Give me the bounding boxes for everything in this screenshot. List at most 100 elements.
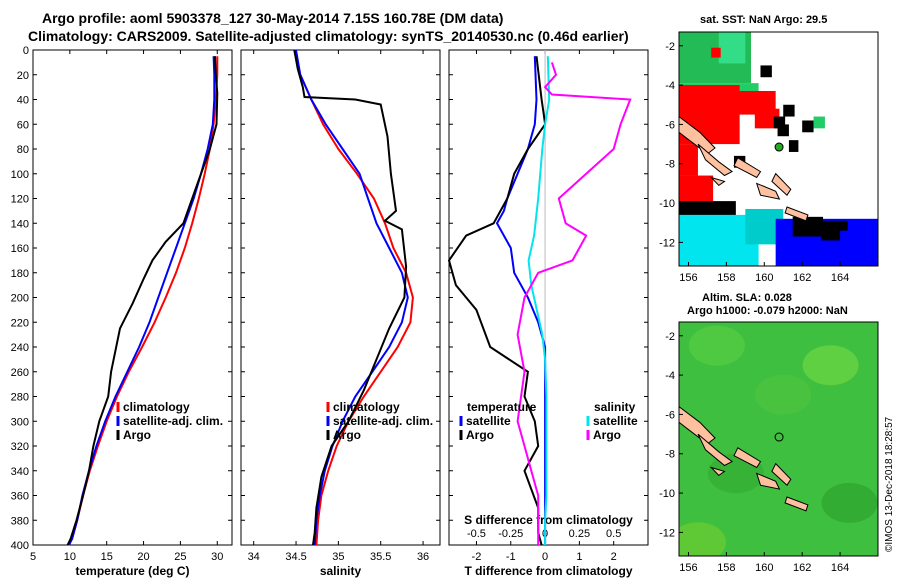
sst-cell	[777, 124, 789, 137]
y-tick-label: 100	[11, 169, 29, 181]
y-tick-label: 180	[11, 268, 29, 280]
sst-cell	[802, 120, 814, 133]
y-tick-label: 220	[11, 317, 29, 329]
temperature-series-2	[66, 56, 219, 546]
sla-island	[697, 433, 734, 467]
temperature-chart: 0 20 40 60 80 100 120 140 160 180 200 220 240 260 280 3…	[11, 45, 233, 578]
salinity-legend-title: salinity	[594, 400, 636, 414]
y-tick-label: 60	[17, 119, 29, 131]
y-tick-label: 40	[17, 95, 29, 107]
sla-y-tick-label: -6	[665, 409, 675, 421]
sst-argo-marker	[774, 142, 784, 152]
difference-series-3	[516, 62, 632, 545]
x-tick-label: 34.5	[285, 551, 306, 563]
sst-x-tick-label: 160	[755, 272, 773, 284]
sst-x-tick-label: 162	[793, 272, 811, 284]
sst-cell	[813, 116, 825, 129]
sla-map-title-1: Altim. SLA: 0.028	[702, 292, 792, 304]
y-tick-label: 400	[11, 540, 29, 552]
top-x-tick-label: 0.5	[606, 528, 621, 540]
diff-legend-s-satellite-label: satellite	[593, 414, 638, 428]
plot-frame	[32, 49, 233, 546]
salinity-series-0	[293, 49, 414, 546]
x-tick-label: -1	[506, 551, 516, 563]
x-axis-label: salinity	[320, 564, 362, 578]
sla-blob	[755, 374, 812, 415]
title-line-2: Climatology: CARS2009. Satellite-adjuste…	[28, 28, 629, 44]
sst-y-tick-label: -10	[659, 198, 675, 210]
difference-chart: -2 -1 0 1 2T difference from climatology -0.5…	[447, 49, 649, 578]
sla-x-tick-label: 160	[755, 562, 773, 574]
y-tick-label: 140	[11, 218, 29, 230]
sla-argo-marker	[774, 432, 784, 442]
sst-cell	[783, 104, 795, 117]
temperature-legend-1-label: satellite-adj. clim.	[123, 414, 223, 428]
sst-cell	[711, 47, 721, 58]
sla-frame	[678, 321, 879, 557]
y-tick-label: 160	[11, 243, 29, 255]
plot-frame	[448, 49, 649, 546]
top-x-tick-label: -0.25	[498, 528, 523, 540]
difference-series-2	[527, 56, 551, 545]
sst-x-tick-label: 158	[717, 272, 735, 284]
sst-x-tick-label: 164	[831, 272, 849, 284]
sst-cell	[760, 65, 772, 78]
sla-y-tick-label: -10	[659, 488, 675, 500]
sla-map: 156 158 160 162 164 -2 -4 -6 -8 -10 -12	[659, 321, 879, 574]
x-tick-label: 5	[30, 551, 36, 563]
x-tick-label: 35.5	[370, 551, 391, 563]
x-axis-label: T difference from climatology	[464, 564, 632, 578]
sst-cell	[773, 116, 786, 129]
y-tick-label: 280	[11, 392, 29, 404]
sla-map-title-2: Argo h1000: -0.079 h2000: NaN	[687, 305, 848, 317]
y-tick-label: 320	[11, 441, 29, 453]
y-tick-label: 120	[11, 194, 29, 206]
title-line-1: Argo profile: aoml 5903378_127 30-May-20…	[42, 10, 504, 26]
x-tick-label: 30	[211, 551, 223, 563]
sla-x-tick-label: 158	[717, 562, 735, 574]
y-tick-label: 20	[17, 70, 29, 82]
x-tick-label: 25	[174, 551, 186, 563]
sst-y-tick-label: -4	[665, 80, 675, 92]
credit-text: ©IMOS 13-Dec-2018 18:28:57	[884, 416, 895, 552]
temperature-legend-0-label: climatology	[123, 400, 190, 414]
sla-island	[709, 466, 726, 477]
top-x-tick-label: 0.25	[569, 528, 590, 540]
sla-blob	[679, 522, 726, 556]
sst-y-tick-label: -12	[659, 237, 675, 249]
diff-legend-s-argo-label: Argo	[593, 428, 621, 442]
sst-island	[771, 172, 792, 196]
y-tick-label: 300	[11, 416, 29, 428]
x-tick-label: 15	[101, 551, 113, 563]
sla-x-tick-label: 156	[679, 562, 697, 574]
sla-blob	[821, 482, 878, 523]
sla-blob	[688, 325, 745, 366]
sst-island	[709, 176, 726, 187]
diff-legend-t-argo-label: Argo	[466, 428, 494, 442]
salinity-series-1	[295, 49, 409, 546]
x-tick-label: -2	[472, 551, 482, 563]
sst-frame	[678, 31, 879, 267]
sst-island	[755, 182, 781, 200]
sst-cell	[718, 32, 746, 64]
sst-cell	[754, 108, 780, 129]
y-tick-label: 360	[11, 491, 29, 503]
y-tick-label: 0	[23, 45, 29, 57]
salinity-legend-2-label: Argo	[333, 428, 361, 442]
x-tick-label: 0	[542, 551, 548, 563]
y-tick-label: 260	[11, 367, 29, 379]
sla-body	[679, 322, 878, 556]
sla-island	[784, 496, 809, 512]
sla-island	[733, 447, 762, 469]
x-tick-label: 35	[332, 551, 344, 563]
sla-x-tick-label: 162	[793, 562, 811, 574]
sst-y-tick-label: -6	[665, 119, 675, 131]
sst-cell	[840, 230, 878, 266]
top-x-tick-label: -0.5	[467, 528, 486, 540]
sst-cell	[679, 144, 698, 176]
temperature-legend-title: temperature	[467, 400, 537, 414]
sst-cell	[792, 216, 824, 237]
sst-y-tick-label: -2	[665, 41, 675, 53]
x-tick-label: 10	[64, 551, 76, 563]
sla-island	[771, 462, 792, 486]
